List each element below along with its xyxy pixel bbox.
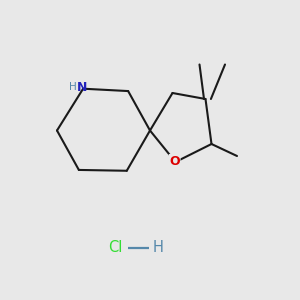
Text: Cl: Cl	[109, 240, 123, 255]
Text: H: H	[69, 82, 76, 92]
Text: O: O	[169, 154, 180, 168]
Text: N: N	[76, 81, 87, 94]
Text: H: H	[153, 240, 164, 255]
